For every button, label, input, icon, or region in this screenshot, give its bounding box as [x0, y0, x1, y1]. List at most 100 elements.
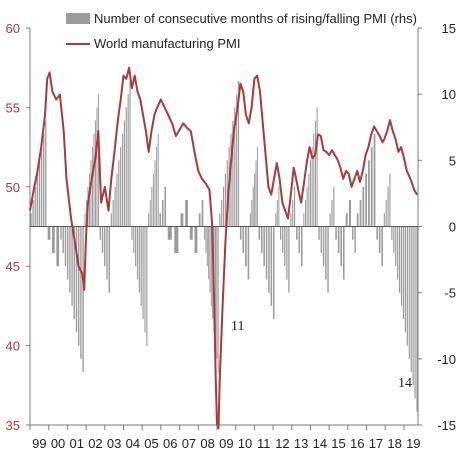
bar [365, 173, 367, 227]
pmi-line [29, 66, 418, 430]
bar [112, 200, 114, 227]
bar [185, 200, 189, 227]
bar [304, 200, 307, 227]
bar [71, 226, 73, 306]
bar [303, 213, 305, 227]
bar [273, 226, 275, 320]
bar [96, 107, 98, 227]
bar [268, 226, 270, 293]
bar [94, 120, 96, 227]
x-tick-label: 05 [144, 436, 158, 451]
bar [78, 226, 80, 346]
bar [234, 107, 236, 227]
bar [399, 226, 401, 293]
bar [391, 226, 393, 240]
bar [251, 200, 253, 227]
bar [91, 147, 93, 227]
bar [52, 226, 55, 253]
right-tick-labels: -15 -10 -5 0 5 10 15 [418, 21, 456, 433]
bar [101, 226, 104, 253]
bar [258, 226, 261, 240]
bar [356, 213, 359, 227]
bar [265, 226, 268, 280]
bar [288, 226, 290, 293]
x-tick-label: 00 [51, 436, 65, 451]
annotation-14: 14 [398, 376, 412, 391]
bar [114, 186, 116, 227]
bar [345, 213, 348, 227]
bar [219, 213, 221, 227]
bar [131, 226, 133, 240]
x-tick-label: 03 [107, 436, 121, 451]
left-tick-label: 40 [6, 339, 20, 354]
bar [47, 226, 51, 240]
x-tick-label: 15 [331, 436, 345, 451]
bar [142, 226, 144, 320]
x-tick-label: 01 [70, 436, 84, 451]
x-tick-label: 02 [88, 436, 102, 451]
x-tick-label: 12 [275, 436, 289, 451]
bar [222, 186, 225, 227]
bar [97, 94, 99, 227]
bar [362, 186, 365, 227]
bar [106, 226, 108, 280]
bar [60, 226, 62, 240]
bar [32, 200, 34, 227]
bar [393, 226, 395, 253]
x-tick-label: 08 [200, 436, 214, 451]
legend-line-label: World manufacturing PMI [94, 36, 240, 51]
bar [311, 147, 313, 227]
x-tick-label: 11 [257, 436, 271, 451]
bar [108, 226, 110, 293]
bar [221, 200, 223, 227]
bar [116, 173, 118, 227]
bar [66, 226, 69, 280]
bar [354, 226, 356, 253]
bar [348, 200, 351, 227]
bar [352, 226, 354, 240]
bar [245, 226, 247, 267]
bar [144, 226, 146, 333]
bar [292, 200, 294, 227]
legend: Number of consecutive months of rising/f… [66, 11, 417, 51]
x-tick-labels: 99 00 01 02 03 04 05 06 07 08 09 10 11 12 13 14 15 16 17 18… [29, 425, 421, 451]
bar [127, 94, 129, 227]
bar [308, 173, 310, 227]
bar [140, 226, 142, 306]
bar [64, 226, 67, 267]
bar [156, 147, 158, 227]
bar [133, 226, 135, 253]
bar [276, 200, 278, 227]
bar [329, 213, 331, 227]
left-tick-label: 45 [6, 259, 20, 274]
bar [157, 133, 159, 227]
bar [138, 226, 140, 293]
bar [378, 226, 381, 253]
bar [204, 226, 206, 240]
bar [376, 226, 378, 240]
bar [151, 186, 153, 227]
x-tick-label: 04 [126, 436, 140, 451]
bar [416, 226, 418, 412]
bar [149, 200, 151, 227]
bar [327, 226, 329, 293]
bar [270, 226, 273, 306]
bar [309, 160, 311, 227]
bar [368, 160, 370, 227]
x-tick-label: 06 [163, 436, 177, 451]
bar [322, 226, 325, 267]
bar [397, 226, 399, 280]
bar [325, 226, 327, 280]
bar-series [30, 80, 418, 412]
bar [278, 186, 280, 227]
bar [121, 133, 124, 227]
bar [84, 213, 86, 227]
bar [290, 213, 292, 227]
bar [30, 213, 32, 227]
bar [40, 147, 43, 227]
bar [226, 160, 228, 227]
bar [408, 226, 410, 359]
x-tick-label: 14 [313, 436, 327, 451]
bar [263, 226, 265, 267]
bar [389, 173, 391, 227]
